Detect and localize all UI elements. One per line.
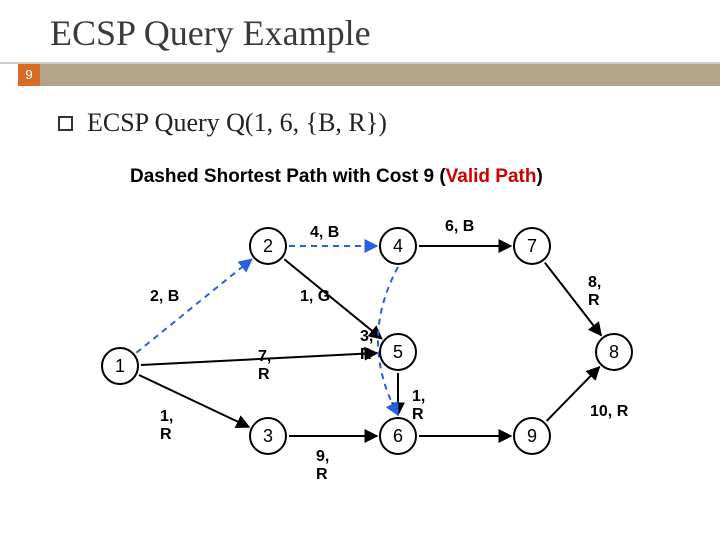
graph-node-3: 3 bbox=[249, 417, 287, 455]
subtitle: Dashed Shortest Path with Cost 9 (Valid … bbox=[0, 148, 720, 188]
bullet-text-content: ECSP Query Q(1, 6, {B, R}) bbox=[87, 108, 387, 137]
graph-node-6: 6 bbox=[379, 417, 417, 455]
edge-label-9-8: 10, R bbox=[590, 403, 628, 421]
graph-diagram: 1 2 3 4 5 6 7 8 9 2, B 4, B 1, G 7, R 1, R 9, R 6, B 1,… bbox=[0, 188, 720, 498]
page-number-bar: 9 bbox=[40, 64, 720, 86]
edge-label-1-2: 2, B bbox=[150, 288, 179, 306]
bullet-row: ECSP Query Q(1, 6, {B, R}) bbox=[0, 86, 720, 148]
graph-edge-2-5 bbox=[284, 259, 381, 338]
subtitle-valid: Valid Path bbox=[446, 166, 537, 187]
bullet-icon bbox=[58, 116, 73, 131]
page-title: ECSP Query Example bbox=[0, 0, 720, 64]
graph-edge-1-3 bbox=[139, 375, 249, 427]
graph-node-7: 7 bbox=[513, 227, 551, 265]
graph-edge-1-2 bbox=[136, 259, 251, 353]
graph-node-4: 4 bbox=[379, 227, 417, 265]
edge-label-2-5: 1, G bbox=[300, 288, 330, 306]
edge-label-3-6: 9, R bbox=[316, 448, 329, 484]
graph-node-5: 5 bbox=[379, 333, 417, 371]
graph-node-8: 8 bbox=[595, 333, 633, 371]
graph-node-9: 9 bbox=[513, 417, 551, 455]
edge-label-5-6: 1, R bbox=[412, 388, 425, 424]
subtitle-prefix: Dashed Shortest Path with Cost 9 ( bbox=[130, 166, 446, 187]
edge-label-1-3: 1, R bbox=[160, 408, 173, 444]
graph-node-1: 1 bbox=[101, 347, 139, 385]
edge-label-2-4: 4, B bbox=[310, 224, 339, 242]
bullet-text: ECSP Query Q(1, 6, {B, R}) bbox=[87, 108, 387, 138]
edge-label-4-6: 3, R bbox=[360, 328, 373, 364]
page-number: 9 bbox=[18, 64, 40, 86]
edge-label-7-8: 8, R bbox=[588, 274, 601, 310]
edge-label-4-7: 6, B bbox=[445, 218, 474, 236]
subtitle-suffix: ) bbox=[536, 166, 542, 187]
edge-label-1-5: 7, R bbox=[258, 348, 271, 384]
graph-node-2: 2 bbox=[249, 227, 287, 265]
